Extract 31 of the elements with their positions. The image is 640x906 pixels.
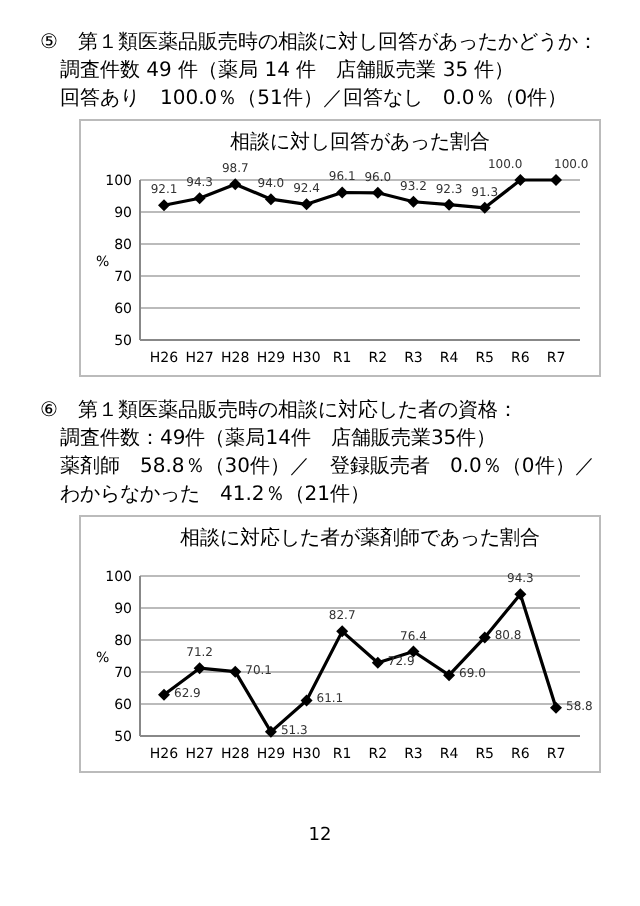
point xyxy=(514,588,527,601)
text: 薬剤師 58.8％（30件）／ 登録販売者 0.0％（0件）／ xyxy=(60,454,595,478)
point xyxy=(407,195,420,208)
point xyxy=(229,178,242,191)
point xyxy=(300,694,313,707)
text: 調査件数 49 件（薬局 14 件 店舗販売業 35 件） xyxy=(60,58,515,82)
point xyxy=(264,193,277,206)
point xyxy=(478,631,491,644)
point xyxy=(407,645,420,658)
point xyxy=(158,199,170,212)
text: 12 xyxy=(308,826,332,846)
point xyxy=(336,625,349,638)
text: わからなかった 41.2％（21件） xyxy=(60,484,370,506)
chart-title: 相談に対し回答があった割合 xyxy=(230,130,490,154)
text: 回答あり 100.0％（51件）／回答なし 0.0％（0件） xyxy=(60,86,568,110)
point xyxy=(264,725,277,738)
point xyxy=(193,192,206,205)
point xyxy=(550,701,562,714)
point xyxy=(514,174,527,186)
point xyxy=(229,665,242,678)
chart-title: 相談に対応した者が薬剤師であった割合 xyxy=(180,526,540,550)
point xyxy=(371,656,384,669)
point xyxy=(443,669,456,682)
text: 調査件数：49件（薬局14件 店舗販売業35件） xyxy=(60,426,497,450)
point xyxy=(158,688,170,701)
point xyxy=(193,662,206,675)
text: ⑤ 第１類医薬品販売時の相談に対し回答があったかどうか： xyxy=(40,30,598,54)
point xyxy=(300,198,313,211)
text: ⑥ 第１類医薬品販売時の相談に対応した者の資格： xyxy=(40,398,518,422)
point xyxy=(550,174,562,186)
point xyxy=(443,198,456,211)
